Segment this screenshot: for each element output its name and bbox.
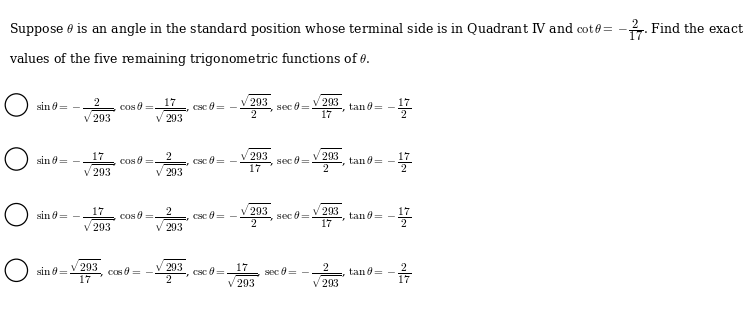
Text: $\sin\theta=-\dfrac{17}{\sqrt{293}}$, $\cos\theta=\dfrac{2}{\sqrt{293}}$, $\csc\: $\sin\theta=-\dfrac{17}{\sqrt{293}}$, $\…: [36, 146, 411, 179]
Text: values of the five remaining trigonometric functions of $\theta$.: values of the five remaining trigonometr…: [9, 51, 371, 68]
Text: $\sin\theta=-\dfrac{2}{\sqrt{293}}$, $\cos\theta=\dfrac{17}{\sqrt{293}}$, $\csc\: $\sin\theta=-\dfrac{2}{\sqrt{293}}$, $\c…: [36, 92, 411, 125]
Text: $\sin\theta=\dfrac{\sqrt{293}}{17}$, $\cos\theta=-\dfrac{\sqrt{293}}{2}$, $\csc\: $\sin\theta=\dfrac{\sqrt{293}}{17}$, $\c…: [36, 257, 411, 290]
Text: Suppose $\theta$ is an angle in the standard position whose terminal side is in : Suppose $\theta$ is an angle in the stan…: [9, 17, 744, 43]
Text: $\sin\theta=-\dfrac{17}{\sqrt{293}}$, $\cos\theta=\dfrac{2}{\sqrt{293}}$, $\csc\: $\sin\theta=-\dfrac{17}{\sqrt{293}}$, $\…: [36, 201, 411, 234]
